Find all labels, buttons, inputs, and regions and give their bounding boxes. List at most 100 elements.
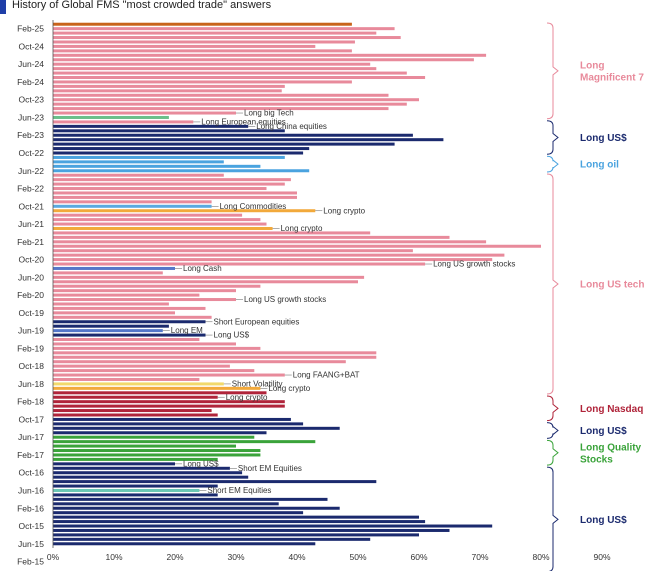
y-tick-label: Oct-24	[18, 41, 44, 51]
y-tick-label: Jun-15	[18, 539, 44, 549]
bar-may-15	[53, 537, 371, 541]
annotation-label: Long EM	[171, 326, 203, 335]
y-tick-label: Feb-25	[17, 24, 44, 34]
x-tick-label: 20%	[166, 552, 183, 562]
bar-sep-18	[53, 360, 346, 364]
bracket	[546, 155, 559, 173]
bracket	[546, 22, 559, 120]
bar-nov-19	[53, 298, 236, 302]
bar-apr-23	[53, 115, 169, 119]
bar-mar-21	[53, 226, 273, 230]
x-tick-label: 50%	[349, 552, 366, 562]
bar-dec-21	[53, 187, 267, 191]
annotation-label: Long China equities	[256, 122, 327, 131]
x-tick-label: 70%	[471, 552, 488, 562]
y-tick-label: Oct-23	[18, 95, 44, 105]
bracket-label: Long oil	[580, 160, 619, 171]
bar-aug-20	[53, 258, 493, 262]
bar-mar-24	[53, 67, 377, 71]
bar-jul-15	[53, 528, 450, 532]
y-tick-label: Jun-24	[18, 59, 44, 69]
annotation-label: Long crypto	[323, 206, 365, 215]
y-tick-label: Jun-22	[18, 166, 44, 176]
bar-nov-22	[53, 138, 444, 142]
annotation-label: Long crypto	[268, 384, 310, 393]
bar-jul-20	[53, 262, 426, 266]
bracket	[546, 439, 559, 466]
bar-oct-18	[53, 355, 377, 359]
bar-dec-23	[53, 80, 352, 84]
bar-nov-16	[53, 457, 218, 461]
bar-jun-18	[53, 373, 285, 377]
bar-jul-23	[53, 102, 407, 106]
bar-aug-15	[53, 524, 493, 528]
bar-may-18	[53, 377, 200, 381]
bars-layer	[53, 22, 541, 546]
y-tick-label: Oct-19	[18, 308, 44, 318]
x-tick-label: 80%	[532, 552, 549, 562]
bar-feb-21	[53, 231, 371, 235]
bar-nov-18	[53, 351, 377, 355]
bar-jan-22	[53, 182, 285, 186]
y-tick-label: Jun-17	[18, 432, 44, 442]
bar-jul-18	[53, 369, 255, 373]
axis-layer: Feb-25 Oct-24 Jun-24 Feb-24 Oct-23 Jun-23 Feb-…	[17, 20, 611, 567]
bar-apr-15	[53, 542, 316, 546]
annotation-label: Long US growth stocks	[244, 295, 326, 304]
bar-may-17	[53, 431, 267, 435]
bar-may-19	[53, 324, 169, 328]
x-tick-label: 0%	[47, 552, 60, 562]
bar-sep-15	[53, 520, 426, 524]
annotation-label: Long European equities	[201, 118, 286, 127]
bar-oct-22	[53, 142, 395, 146]
y-tick-label: Feb-18	[17, 397, 44, 407]
y-tick-label: Jun-20	[18, 272, 44, 282]
bar-mar-20	[53, 280, 358, 284]
bar-dec-17	[53, 400, 285, 404]
bar-jun-21	[53, 213, 243, 217]
bar-dec-22	[53, 133, 413, 137]
annotation-label: Long US$	[183, 459, 219, 468]
bar-jun-15	[53, 533, 419, 537]
bar-jan-21	[53, 235, 450, 239]
title-accent-bar	[0, 0, 6, 14]
y-tick-label: Jun-21	[18, 219, 44, 229]
bar-sep-16	[53, 466, 230, 470]
x-tick-label: 60%	[410, 552, 427, 562]
bar-jan-24	[53, 76, 426, 80]
bar-jul-16	[53, 475, 249, 479]
bar-sep-24	[53, 40, 355, 44]
y-tick-label: Oct-18	[18, 361, 44, 371]
bar-nov-23	[53, 84, 285, 88]
bar-feb-24	[53, 71, 407, 75]
x-tick-label: 90%	[593, 552, 610, 562]
bar-jan-23	[53, 129, 285, 133]
annotation-label: Long crypto	[226, 393, 268, 402]
annotation-label: Long crypto	[281, 224, 323, 233]
bar-jan-16	[53, 502, 279, 506]
y-tick-label: Jun-16	[18, 485, 44, 495]
bracket-label: Stocks	[580, 454, 613, 465]
bar-sep-17	[53, 413, 218, 417]
bar-dec-20	[53, 240, 487, 244]
y-tick-label: Jun-23	[18, 112, 44, 122]
bar-mar-17	[53, 440, 316, 444]
bar-mar-16	[53, 493, 218, 497]
bar-jun-16	[53, 480, 377, 484]
bar-oct-19	[53, 302, 169, 306]
bar-oct-23	[53, 89, 282, 93]
bar-sep-23	[53, 93, 389, 97]
annotation-label: Long US$	[214, 331, 250, 340]
y-tick-label: Feb-21	[17, 237, 44, 247]
bar-apr-16	[53, 488, 200, 492]
annotation-label: Short EM Equities	[207, 486, 271, 495]
bar-oct-20	[53, 249, 413, 253]
y-tick-label: Feb-19	[17, 343, 44, 353]
bar-jun-22	[53, 160, 224, 164]
bar-jan-20	[53, 289, 236, 293]
bar-nov-24	[53, 31, 377, 35]
bar-oct-16	[53, 462, 175, 466]
annotation-label: Long FAANG+BAT	[293, 371, 360, 380]
bar-jun-24	[53, 53, 487, 57]
